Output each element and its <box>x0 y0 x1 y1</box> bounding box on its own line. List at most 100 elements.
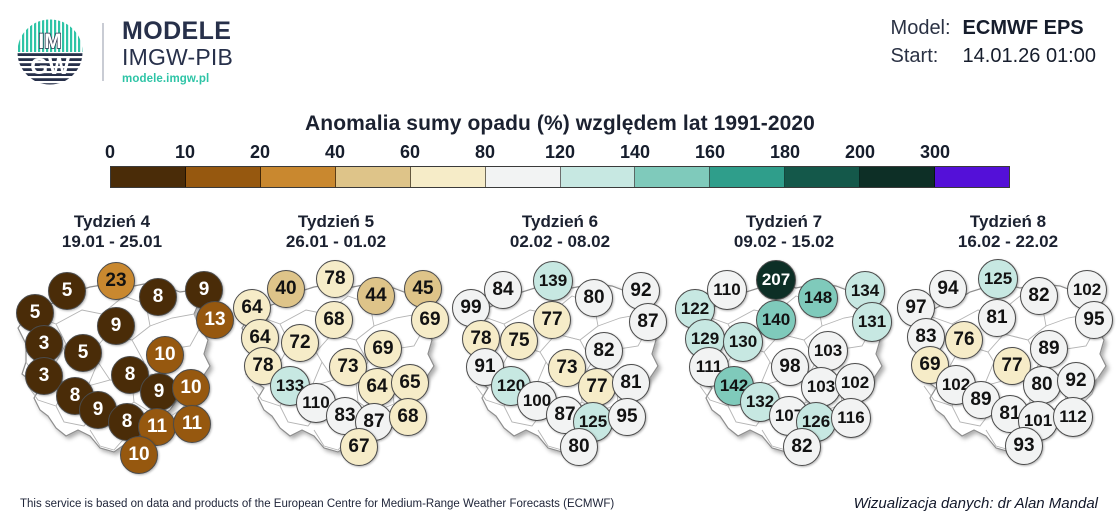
week-panel-daterange: 26.01 - 01.02 <box>285 232 387 251</box>
anomaly-bubble: 68 <box>389 398 427 436</box>
anomaly-bubble: 95 <box>608 398 646 436</box>
colorbar-segment <box>185 167 261 187</box>
author-credit: Wizualizacja danych: dr Alan Mandal <box>853 495 1098 512</box>
anomaly-bubble: 69 <box>411 301 449 339</box>
anomaly-bubble: 207 <box>756 260 796 300</box>
start-value: 14.01.26 01:00 <box>962 45 1096 67</box>
anomaly-bubble: 69 <box>364 330 402 368</box>
svg-text:IM: IM <box>38 30 61 53</box>
anomaly-bubble: 75 <box>500 322 538 360</box>
anomaly-bubble: 84 <box>484 271 522 309</box>
anomaly-bubble: 81 <box>612 364 650 402</box>
anomaly-bubble: 112 <box>1053 397 1093 437</box>
week-panel-title: Tydzień 8 <box>969 212 1047 231</box>
anomaly-bubble: 116 <box>831 398 871 438</box>
svg-text:GW: GW <box>30 53 70 79</box>
anomaly-bubble: 82 <box>585 332 623 370</box>
anomaly-bubble: 98 <box>771 348 809 386</box>
anomaly-bubble: 148 <box>798 278 838 318</box>
anomaly-bubble: 72 <box>281 324 319 362</box>
poland-map: 5 5 23 8 9 13 3 9 5 10 3 8 8 9 10 9 8 11 11 10 <box>0 256 234 484</box>
colorbar-segment <box>260 167 336 187</box>
anomaly-bubble: 102 <box>835 363 875 403</box>
anomaly-bubble: 130 <box>723 322 763 362</box>
anomaly-bubble: 64 <box>358 368 396 406</box>
anomaly-bubble: 131 <box>852 302 892 342</box>
anomaly-bubble: 139 <box>533 261 573 301</box>
colorbar-segment <box>335 167 411 187</box>
anomaly-bubble: 111 <box>689 347 729 387</box>
week-panel-title: Tydzień 6 <box>521 212 599 231</box>
anomaly-bubble: 80 <box>575 279 613 317</box>
model-metadata: Model: ECMWF EPS Start: 14.01.26 01:00 <box>891 14 1096 70</box>
anomaly-bubble: 76 <box>945 321 983 359</box>
anomaly-bubble: 13 <box>196 301 234 339</box>
brand-line-1: MODELE <box>122 16 232 45</box>
week-panel-title: Tydzień 5 <box>297 212 375 231</box>
week-panel-daterange: 02.02 - 08.02 <box>509 232 611 251</box>
brand-logo: IM GW MODELE IMGW-PIB modele.imgw.pl <box>14 16 233 88</box>
anomaly-bubble: 8 <box>139 278 177 316</box>
week-panel: Tydzień 8 16.02 - 22.02 97 94 125 82 102 95 83 81… <box>896 212 1120 492</box>
colorbar-tick: 40 <box>324 142 346 162</box>
colorbar-tick: 0 <box>104 142 116 162</box>
anomaly-bubble: 77 <box>533 301 571 339</box>
anomaly-bubble: 65 <box>391 364 429 402</box>
anomaly-bubble: 40 <box>267 270 305 308</box>
colorbar-segment <box>785 167 861 187</box>
anomaly-bubble: 44 <box>357 277 395 315</box>
anomaly-bubble: 10 <box>172 369 210 407</box>
page-header: IM GW MODELE IMGW-PIB modele.imgw.pl Mod… <box>0 0 1120 100</box>
anomaly-bubble: 80 <box>1023 366 1061 404</box>
colorbar-tick: 60 <box>399 142 420 162</box>
brand-website: modele.imgw.pl <box>122 72 210 85</box>
anomaly-bubble: 11 <box>173 405 211 443</box>
anomaly-bubble: 67 <box>340 428 378 466</box>
week-panel: Tydzień 7 09.02 - 15.02 122 110 207 148 134 131… <box>672 212 896 492</box>
anomaly-bubble: 82 <box>1020 277 1058 315</box>
colorbar-title: Anomalia sumy opadu (%) względem lat 199… <box>305 112 815 135</box>
anomaly-bubble: 125 <box>978 259 1018 299</box>
anomaly-bubble: 140 <box>756 300 796 340</box>
week-panel: Tydzień 4 19.01 - 25.01 5 5 23 8 9 13 3 9 5 10 3 8 8 9 1… <box>0 212 234 492</box>
anomaly-bubble: 9 <box>97 307 135 345</box>
colorbar-segment <box>860 167 936 187</box>
colorbar-segment <box>560 167 636 187</box>
colorbar-segment <box>410 167 486 187</box>
colorbar-tick: 80 <box>474 142 496 162</box>
anomaly-bubble: 77 <box>578 368 616 406</box>
anomaly-bubble: 94 <box>929 270 967 308</box>
poland-map: 97 94 125 82 102 95 83 81 76 89 69 77 102 80 92 89 81 101… <box>896 256 1120 484</box>
colorbar-tick: 140 <box>619 142 651 162</box>
week-panel-daterange: 19.01 - 25.01 <box>61 232 163 251</box>
anomaly-bubble: 10 <box>120 436 158 474</box>
colorbar-segment <box>635 167 711 187</box>
week-panel: Tydzień 6 02.02 - 08.02 99 84 139 80 92 87 78 77 7… <box>448 212 672 492</box>
anomaly-bubble: 92 <box>1057 362 1095 400</box>
brand-line-2: IMGW-PIB <box>122 43 234 70</box>
imgw-circle-logo-icon: IM GW <box>14 16 86 88</box>
anomaly-bubble: 93 <box>1005 427 1043 465</box>
week-panel: Tydzień 5 26.01 - 01.02 64 40 78 44 45 69 64 68 72… <box>224 212 449 492</box>
anomaly-bubble: 5 <box>48 272 86 310</box>
model-value: ECMWF EPS <box>962 17 1084 39</box>
colorbar-tick: 300 <box>919 142 951 162</box>
colorbar-segment <box>111 167 186 187</box>
colorbar-tick: 120 <box>544 142 576 162</box>
anomaly-bubble: 103 <box>808 331 848 371</box>
anomaly-bubble: 110 <box>707 270 747 310</box>
colorbar-segment <box>935 167 1010 187</box>
logo-divider <box>102 23 104 81</box>
colorbar-segment <box>710 167 786 187</box>
anomaly-bubble: 23 <box>97 262 135 300</box>
anomaly-bubble: 103 <box>801 367 841 407</box>
colorbar-segment <box>485 167 561 187</box>
poland-map: 99 84 139 80 92 87 78 77 75 82 91 73 120 77 81 100 87 125… <box>448 256 672 484</box>
anomaly-bubble: 78 <box>244 347 282 385</box>
anomaly-bubble: 80 <box>560 428 598 466</box>
poland-map: 122 110 207 148 134 131 129 140 130 103 111 98 142 10… <box>672 256 896 484</box>
anomaly-bubble: 82 <box>783 428 821 466</box>
colorbar-tick: 180 <box>769 142 801 162</box>
start-label: Start: <box>890 45 939 67</box>
colorbar-tick: 160 <box>694 142 726 162</box>
